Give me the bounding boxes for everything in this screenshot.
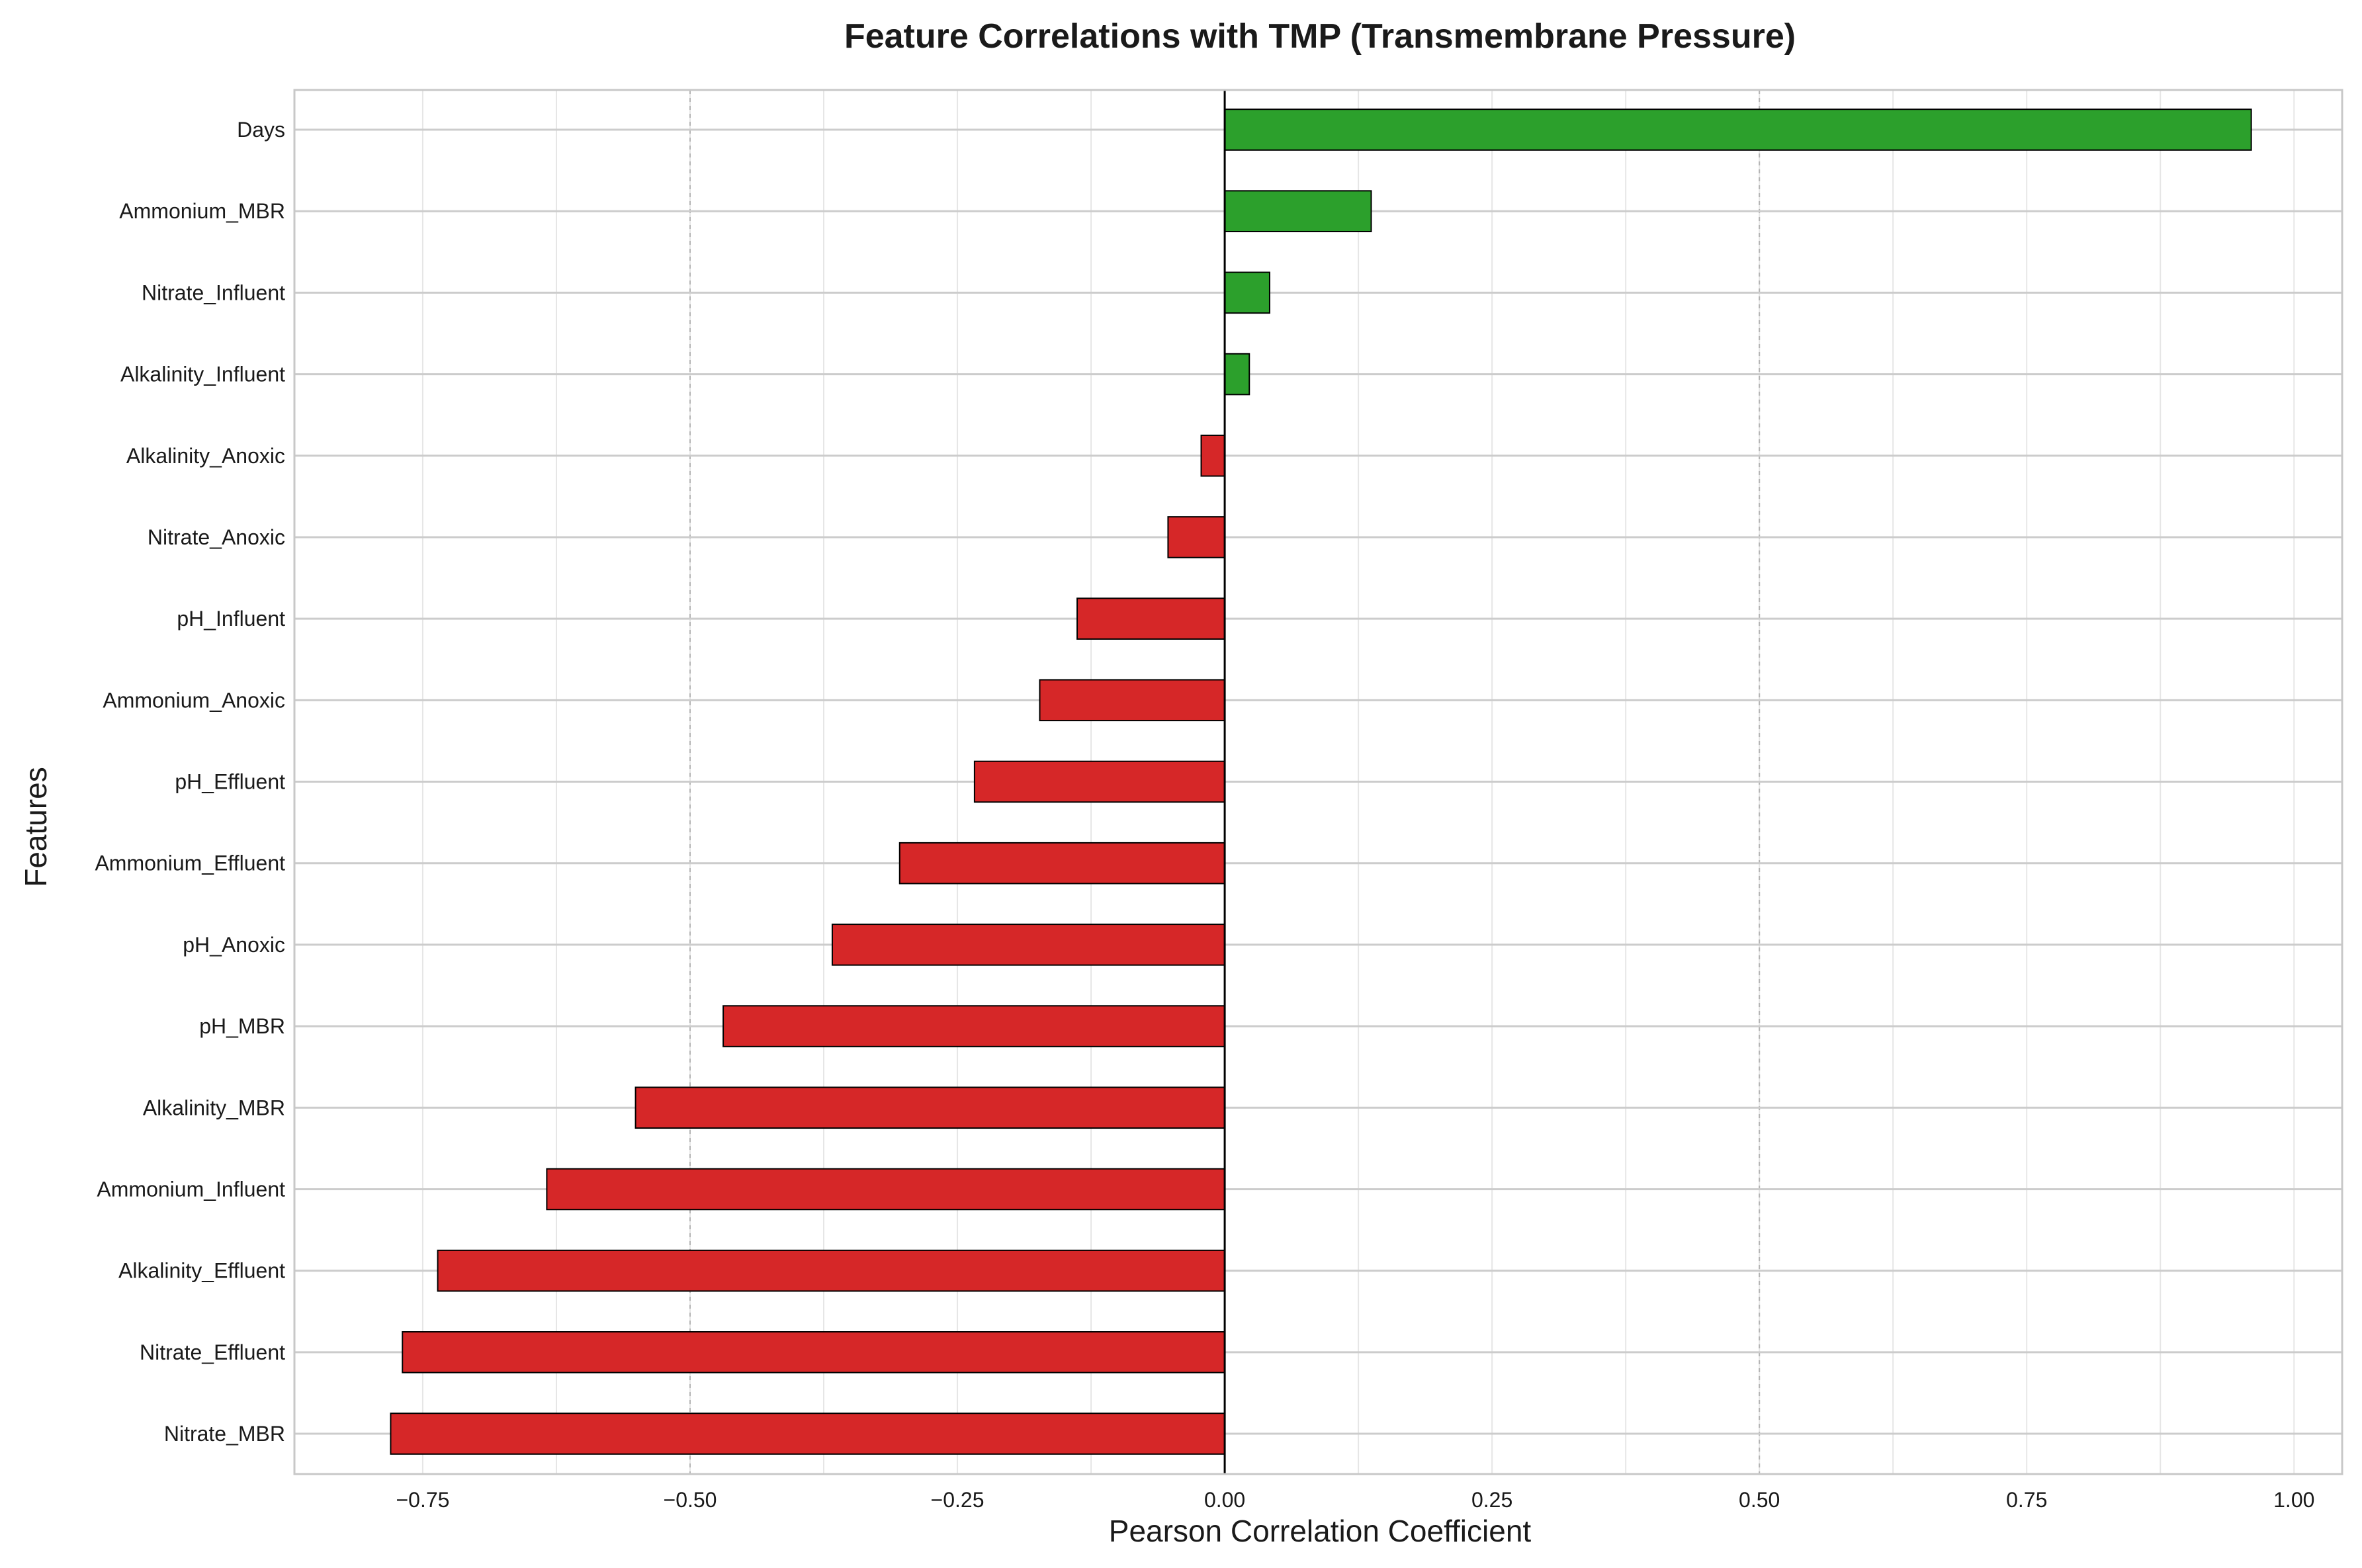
bar — [898, 842, 1226, 885]
x-tick-label: 0.00 — [1204, 1488, 1245, 1512]
x-tick-label: 0.75 — [2006, 1488, 2047, 1512]
bar — [546, 1168, 1226, 1211]
axis-layer: Days Ammonium_MBR Nitrate_Influent Alkalini… — [95, 89, 2343, 1512]
bar — [1167, 516, 1226, 558]
grid-layer — [294, 90, 2342, 1474]
x-tick-label: −0.25 — [931, 1488, 984, 1512]
bar — [1224, 190, 1372, 232]
y-tick-label: pH_Influent — [177, 607, 285, 631]
bars-layer — [390, 109, 2252, 1455]
bar — [722, 1005, 1226, 1047]
y-tick-label: pH_Anoxic — [183, 933, 285, 957]
y-tick-label: Ammonium_Anoxic — [103, 688, 285, 712]
x-tick-label: 1.00 — [2273, 1488, 2314, 1512]
bar — [1224, 271, 1270, 314]
bar — [390, 1413, 1226, 1455]
bar — [634, 1086, 1226, 1129]
plot-frame — [293, 89, 2343, 1475]
y-tick-label: Alkalinity_MBR — [143, 1096, 285, 1119]
bar — [1076, 597, 1226, 640]
y-tick-label: Alkalinity_Anoxic — [126, 444, 285, 468]
bar — [831, 924, 1226, 966]
y-tick-label: pH_Effluent — [175, 770, 285, 794]
bar — [1039, 679, 1226, 722]
x-axis-label: Pearson Correlation Coefficient — [1109, 1514, 1532, 1548]
bar — [402, 1331, 1226, 1373]
y-tick-label: Days — [237, 118, 285, 142]
y-tick-label: Ammonium_Effluent — [95, 851, 285, 875]
bar — [973, 760, 1226, 803]
x-tick-label: 0.50 — [1739, 1488, 1780, 1512]
y-tick-label: pH_MBR — [199, 1014, 285, 1038]
x-tick-label: −0.75 — [396, 1488, 449, 1512]
x-tick-label: 0.25 — [1471, 1488, 1512, 1512]
bar — [1200, 434, 1226, 477]
y-tick-label: Alkalinity_Effluent — [118, 1259, 285, 1283]
y-axis-label: Features — [19, 767, 53, 887]
y-tick-label: Alkalinity_Influent — [120, 363, 285, 386]
y-tick-label: Nitrate_MBR — [164, 1422, 285, 1446]
bar — [1224, 109, 2252, 151]
y-tick-label: Ammonium_Influent — [97, 1177, 285, 1201]
bar — [1224, 353, 1250, 396]
y-tick-label: Ammonium_MBR — [119, 199, 285, 223]
y-tick-label: Nitrate_Anoxic — [148, 525, 285, 549]
y-tick-label: Nitrate_Influent — [142, 281, 285, 304]
bar — [437, 1249, 1226, 1292]
chart-title: Feature Correlations with TMP (Transmemb… — [844, 17, 1796, 56]
x-tick-label: −0.50 — [664, 1488, 717, 1512]
y-tick-label: Nitrate_Effluent — [140, 1340, 285, 1364]
